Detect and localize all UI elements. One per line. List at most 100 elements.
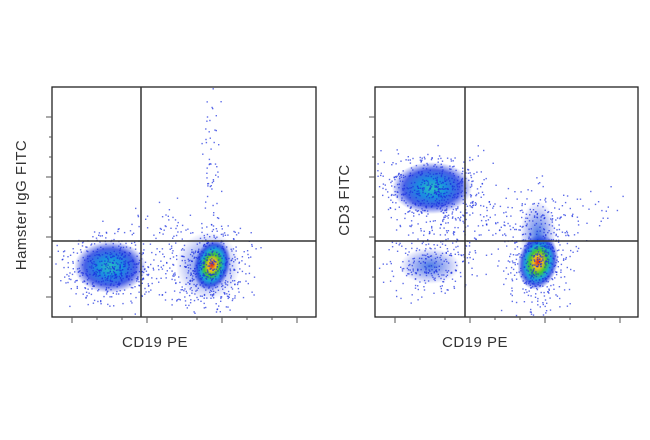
event-dot xyxy=(226,246,228,248)
event-dot xyxy=(205,306,207,309)
event-dot xyxy=(239,227,242,230)
event-dot xyxy=(457,188,459,191)
event-dot xyxy=(210,297,212,299)
event-dot xyxy=(410,220,413,222)
event-dot xyxy=(456,186,459,188)
event-dot xyxy=(449,195,451,197)
event-dot xyxy=(141,295,143,297)
event-dot xyxy=(98,281,100,283)
event-dot xyxy=(398,244,400,246)
event-dot xyxy=(245,280,247,282)
event-dot xyxy=(245,273,247,275)
event-dot xyxy=(216,266,219,268)
event-dot xyxy=(536,253,539,255)
event-dot xyxy=(220,225,223,227)
event-dot xyxy=(211,295,214,297)
event-dot xyxy=(422,241,424,243)
event-dot xyxy=(172,264,175,266)
event-dot xyxy=(100,284,102,286)
event-dot xyxy=(446,188,449,190)
event-dot xyxy=(472,204,475,206)
event-dot xyxy=(188,294,191,297)
event-dot xyxy=(222,269,224,271)
event-dot xyxy=(212,107,214,110)
event-dot xyxy=(209,185,211,188)
event-dot xyxy=(527,270,530,272)
event-dot xyxy=(530,211,533,213)
event-dot xyxy=(530,308,532,311)
event-dot xyxy=(577,232,579,234)
event-dot xyxy=(563,258,565,260)
event-dot xyxy=(91,288,93,290)
event-dot xyxy=(407,234,410,236)
event-dot xyxy=(110,277,112,279)
event-dot xyxy=(454,193,456,196)
event-dot xyxy=(219,262,221,265)
event-dot xyxy=(99,255,101,257)
event-dot xyxy=(427,164,429,166)
event-dot xyxy=(84,280,86,283)
event-dot xyxy=(433,233,435,235)
event-dot xyxy=(556,295,559,297)
event-dot xyxy=(246,250,249,252)
event-dot xyxy=(61,259,63,261)
event-dot xyxy=(230,281,232,284)
event-dot xyxy=(467,168,469,171)
event-dot xyxy=(450,255,453,257)
event-dot xyxy=(417,269,419,272)
event-dot xyxy=(427,194,429,196)
event-dot xyxy=(235,250,237,252)
event-dot xyxy=(158,281,160,283)
event-dot xyxy=(444,196,446,198)
event-dot xyxy=(429,185,432,187)
event-dot xyxy=(417,299,419,301)
event-dot xyxy=(514,263,516,266)
event-dot xyxy=(423,254,425,256)
event-dot xyxy=(121,258,123,260)
event-dot xyxy=(534,264,536,266)
event-dot xyxy=(480,219,483,222)
event-dot xyxy=(206,275,208,278)
event-dot xyxy=(217,245,219,248)
event-dot xyxy=(213,290,215,292)
event-dot xyxy=(554,264,556,267)
event-dot xyxy=(205,254,208,256)
event-dot xyxy=(407,254,409,256)
event-dot xyxy=(199,253,201,255)
event-dot xyxy=(412,262,415,264)
event-dot xyxy=(391,246,394,248)
event-dot xyxy=(162,233,164,235)
event-dot xyxy=(554,255,557,257)
event-dot xyxy=(565,256,567,259)
event-dot xyxy=(555,234,557,237)
event-dot xyxy=(107,290,109,292)
event-dot xyxy=(556,229,558,231)
event-dot xyxy=(107,276,109,278)
event-dot xyxy=(110,256,112,259)
event-dot xyxy=(177,231,179,233)
event-dot xyxy=(408,273,410,275)
event-dot xyxy=(416,200,419,202)
event-dot xyxy=(213,284,216,286)
event-dot xyxy=(550,238,553,241)
event-dot xyxy=(216,263,219,266)
event-dot xyxy=(199,275,201,277)
event-dot xyxy=(453,194,455,196)
event-dot xyxy=(534,285,536,287)
event-dot xyxy=(402,282,404,285)
plot-frame xyxy=(51,86,317,318)
event-dot xyxy=(224,234,227,236)
event-dot xyxy=(107,259,110,261)
event-dot xyxy=(444,234,446,236)
event-dot xyxy=(186,292,188,294)
event-dot xyxy=(396,175,398,177)
event-dot xyxy=(191,249,193,251)
event-dot xyxy=(547,291,549,293)
event-dot xyxy=(203,261,206,263)
event-dot xyxy=(552,238,555,241)
event-dot xyxy=(444,292,446,294)
event-dot xyxy=(96,248,99,250)
event-dot xyxy=(202,244,205,247)
event-dot xyxy=(444,188,446,190)
